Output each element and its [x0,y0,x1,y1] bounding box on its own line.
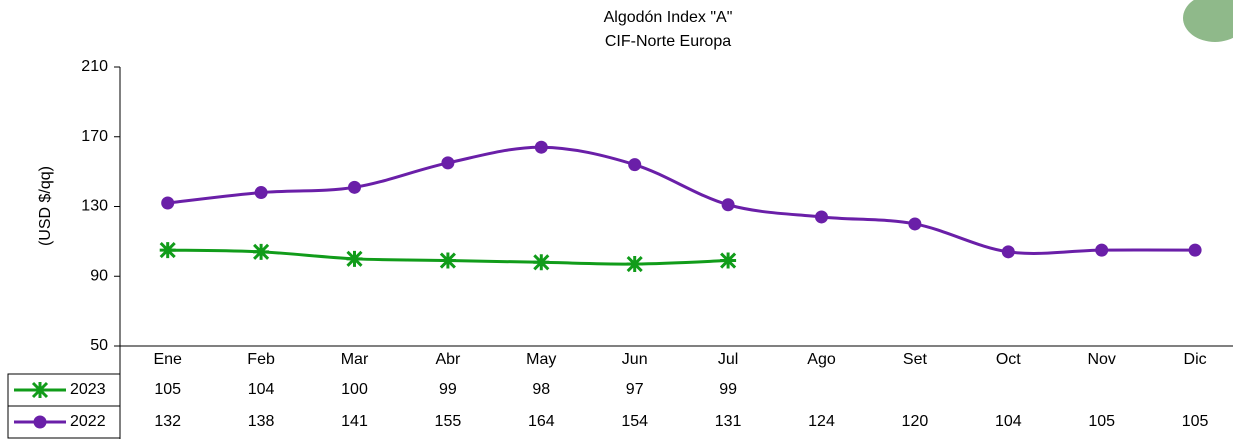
x-tick-label: Jun [622,351,648,368]
table-value: 132 [154,413,181,430]
table-value: 155 [435,413,462,430]
chart-subtitle: CIF-Norte Europa [605,33,731,50]
marker [628,158,641,171]
marker [815,210,828,223]
cotton-image [1183,0,1233,42]
y-tick-label: 170 [81,128,108,145]
y-tick-label: 90 [90,267,108,284]
table-value: 105 [154,381,181,398]
x-tick-label: Set [903,351,928,368]
table-value: 104 [248,381,275,398]
table-value: 164 [528,413,555,430]
table-value: 131 [715,413,742,430]
x-tick-label: Nov [1087,351,1115,368]
table-value: 99 [719,381,737,398]
marker [720,253,736,269]
y-axis-label: (USD $/qq) [37,166,54,246]
table-value: 104 [995,413,1022,430]
marker [1095,244,1108,257]
marker [535,141,548,154]
marker [1189,244,1202,257]
table-value: 100 [341,381,368,398]
y-tick-label: 210 [81,58,108,75]
marker [161,197,174,210]
x-tick-label: Ago [807,351,836,368]
marker [255,186,268,199]
series-line [168,147,1195,253]
marker [722,198,735,211]
marker [160,242,176,258]
table-value: 141 [341,413,368,430]
marker [347,251,363,267]
marker [441,156,454,169]
x-tick-label: May [526,351,556,368]
y-tick-label: 50 [90,337,108,354]
marker [32,382,48,398]
chart: Algodón Index "A" CIF-Norte Europa (USD … [0,0,1233,439]
table-value: 98 [532,381,550,398]
x-tick-label: Dic [1184,351,1207,368]
marker [908,217,921,230]
x-tick-label: Abr [435,351,461,368]
table-value: 124 [808,413,835,430]
table-value: 154 [621,413,648,430]
x-tick-label: Ene [153,351,182,368]
x-tick-label: Jul [718,351,738,368]
x-tick-label: Feb [247,351,275,368]
chart-title: Algodón Index "A" [604,9,733,26]
legend-label: 2023 [70,381,106,398]
x-tick-label: Oct [996,351,1021,368]
marker [34,416,47,429]
table-value: 120 [902,413,929,430]
marker [348,181,361,194]
legend-label: 2022 [70,413,106,430]
table-value: 105 [1088,413,1115,430]
x-tick-label: Mar [341,351,369,368]
table-value: 138 [248,413,275,430]
y-tick-label: 130 [81,198,108,215]
table-value: 97 [626,381,644,398]
table-value: 99 [439,381,457,398]
table-value: 105 [1182,413,1209,430]
marker [1002,245,1015,258]
marker [533,254,549,270]
marker [253,244,269,260]
marker [627,256,643,272]
marker [440,253,456,269]
